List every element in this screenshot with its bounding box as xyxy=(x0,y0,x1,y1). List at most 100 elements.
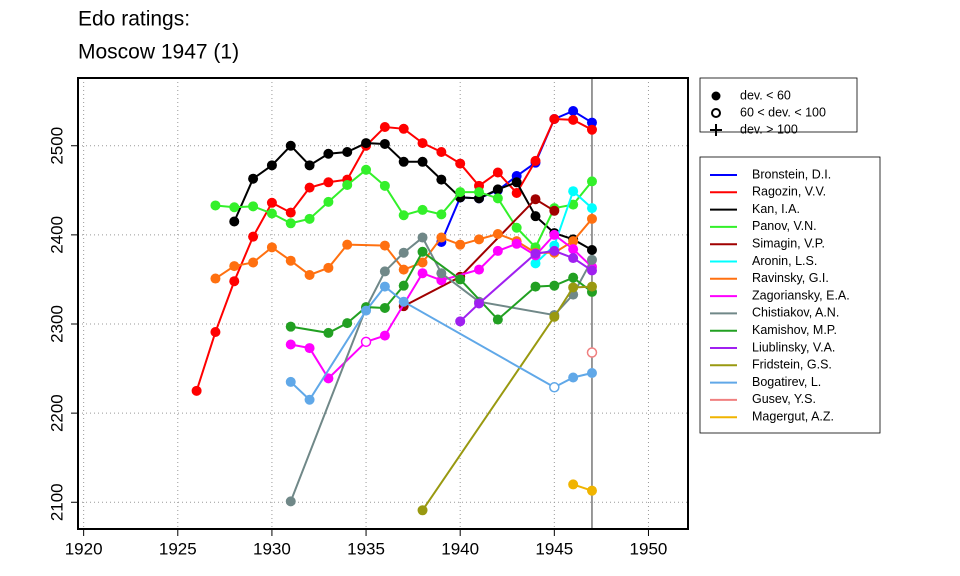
data-point xyxy=(492,314,503,325)
data-point xyxy=(379,302,390,313)
y-tick-label: 2400 xyxy=(47,216,66,254)
data-point xyxy=(455,158,466,169)
data-point xyxy=(360,336,372,348)
data-point xyxy=(210,200,221,211)
data-point xyxy=(417,268,428,279)
data-point xyxy=(568,253,579,264)
data-point xyxy=(586,117,597,128)
data-point xyxy=(417,257,428,268)
legend-label: Panov, V.N. xyxy=(752,219,817,233)
data-point xyxy=(474,264,485,275)
data-point xyxy=(586,485,597,496)
data-point xyxy=(266,242,277,253)
data-point xyxy=(417,138,428,149)
x-tick-label: 1935 xyxy=(347,539,385,558)
data-point xyxy=(361,305,372,316)
data-point xyxy=(248,173,259,184)
y-tick-label: 2200 xyxy=(47,394,66,432)
data-point xyxy=(323,148,334,159)
legend-label: dev. > 100 xyxy=(740,122,798,136)
x-tick-label: 1925 xyxy=(159,539,197,558)
data-point xyxy=(586,265,597,276)
legend-label: Simagin, V.P. xyxy=(752,236,825,250)
data-point xyxy=(248,231,259,242)
data-point xyxy=(530,248,541,259)
data-point xyxy=(342,239,353,250)
data-point xyxy=(398,210,409,221)
data-point xyxy=(417,246,428,257)
data-point xyxy=(568,272,579,283)
data-point xyxy=(398,156,409,167)
data-point xyxy=(436,268,447,279)
data-point xyxy=(530,155,541,166)
data-point xyxy=(210,327,221,338)
data-point xyxy=(492,167,503,178)
data-point xyxy=(492,245,503,256)
data-point xyxy=(398,247,409,258)
x-tick-label: 1945 xyxy=(535,539,573,558)
marker-legend-box xyxy=(699,77,858,133)
data-point xyxy=(549,382,560,393)
data-point xyxy=(229,276,240,287)
data-point xyxy=(511,238,522,249)
series-line xyxy=(421,285,593,511)
data-point xyxy=(586,281,597,292)
legend-label: Zagoriansky, E.A. xyxy=(752,288,850,302)
data-point xyxy=(361,164,372,175)
data-point xyxy=(285,496,296,507)
data-point xyxy=(248,201,259,212)
data-point xyxy=(568,186,579,197)
data-point xyxy=(455,316,466,327)
data-point xyxy=(379,330,390,341)
data-point xyxy=(568,372,579,383)
data-point xyxy=(455,187,466,198)
y-tick-label: 2500 xyxy=(47,127,66,165)
legend-label: Kan, I.A. xyxy=(752,202,800,216)
data-point xyxy=(379,138,390,149)
x-tick-label: 1920 xyxy=(65,539,103,558)
data-point xyxy=(417,505,428,516)
data-point xyxy=(229,261,240,272)
data-point xyxy=(266,208,277,219)
data-point xyxy=(568,244,579,255)
data-point xyxy=(436,146,447,157)
legend-label: Bronstein, D.I. xyxy=(752,167,831,181)
data-point xyxy=(229,216,240,227)
data-point xyxy=(379,240,390,251)
data-point xyxy=(511,187,522,198)
data-point xyxy=(530,194,541,205)
data-point xyxy=(285,339,296,350)
data-point xyxy=(342,179,353,190)
data-point xyxy=(248,257,259,268)
data-point xyxy=(474,187,485,198)
data-point xyxy=(549,205,560,216)
data-point xyxy=(549,280,560,291)
data-point xyxy=(304,160,315,171)
data-point xyxy=(549,114,560,124)
series-line xyxy=(290,250,593,334)
data-point xyxy=(549,311,560,322)
data-point xyxy=(304,213,315,224)
data-point xyxy=(568,479,579,490)
data-point xyxy=(285,218,296,229)
data-point xyxy=(342,146,353,157)
data-point xyxy=(304,269,315,280)
data-point xyxy=(398,280,409,291)
legend-label: Kamishov, M.P. xyxy=(752,323,837,337)
data-point xyxy=(398,123,409,134)
data-point xyxy=(455,239,466,250)
data-point xyxy=(285,207,296,218)
x-tick-label: 1940 xyxy=(441,539,479,558)
data-point xyxy=(361,138,372,149)
legend-label: Liublinsky, V.A. xyxy=(752,340,835,354)
series-line xyxy=(289,236,593,502)
plot-frame xyxy=(77,77,689,530)
data-point xyxy=(586,245,597,256)
chart-title: Moscow 1947 (1) xyxy=(78,41,239,64)
series-line xyxy=(534,189,593,265)
legend-label: dev. < 60 xyxy=(740,88,791,102)
data-point xyxy=(474,234,485,245)
data-point xyxy=(568,105,579,116)
data-point xyxy=(492,193,503,204)
